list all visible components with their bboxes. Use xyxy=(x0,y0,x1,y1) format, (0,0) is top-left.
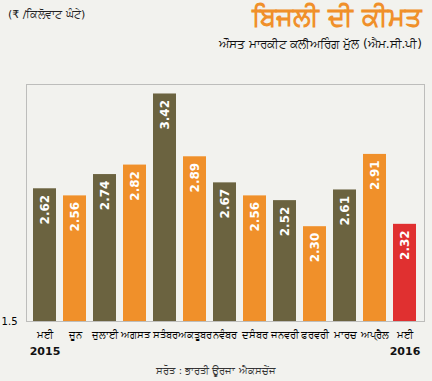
svg-text:2.82: 2.82 xyxy=(128,171,142,201)
svg-text:ਮਈ: ਮਈ xyxy=(36,329,54,340)
svg-text:ਜੂਨ: ਜੂਨ xyxy=(68,329,83,341)
svg-text:ਦਸੰਬਰ: ਦਸੰਬਰ xyxy=(241,329,269,340)
svg-text:ਜੁਲਾਈ: ਜੁਲਾਈ xyxy=(91,329,119,340)
svg-text:2015: 2015 xyxy=(30,345,61,358)
svg-text:ਮਈ: ਮਈ xyxy=(396,329,414,340)
svg-text:ਜਨਵਰੀ: ਜਨਵਰੀ xyxy=(270,329,300,340)
html-text:ਔਸਤ ਮਾਰਕੀਟ ਕਲੀਅਰਿੰਗ ਮੁੱਲ (ਐਮ.ਸ: ਔਸਤ ਮਾਰਕੀਟ ਕਲੀਅਰਿੰਗ ਮੁੱਲ (ਐਮ.ਸੀ.ਪੀ) xyxy=(218,37,422,51)
svg-text:2.61: 2.61 xyxy=(338,196,352,226)
svg-text:ਫਰਵਰੀ: ਫਰਵਰੀ xyxy=(300,329,330,340)
svg-text:2.56: 2.56 xyxy=(248,202,262,232)
svg-text:2.89: 2.89 xyxy=(188,163,202,193)
svg-text:ਮਾਰਚ: ਮਾਰਚ xyxy=(333,329,357,340)
svg-text:2.56: 2.56 xyxy=(68,202,82,232)
svg-text:2.91: 2.91 xyxy=(368,160,382,190)
svg-text:1.5: 1.5 xyxy=(2,316,18,327)
svg-text:ਨਵੰਬਰ: ਨਵੰਬਰ xyxy=(212,329,238,340)
html-text:ਸਰੋਤ : ਭਾਰਤੀ ਊਰਜਾ ਐਕਸਚੇਂਜ: ਸਰੋਤ : ਭਾਰਤੀ ਊਰਜਾ ਐਕਸਚੇਂਜ xyxy=(156,365,276,376)
html-text:(₹ /ਕਿਲੋਵਾਟ ਘੰਟੇ): (₹ /ਕਿਲੋਵਾਟ ਘੰਟੇ) xyxy=(8,8,86,21)
svg-text:2.74: 2.74 xyxy=(98,181,112,211)
svg-text:3.42: 3.42 xyxy=(158,100,172,130)
svg-text:2016: 2016 xyxy=(390,345,421,358)
svg-text:ਅਗਸਤ: ਅਗਸਤ xyxy=(120,329,151,340)
svg-text:ਸਤੰਬਰ: ਸਤੰਬਰ xyxy=(152,329,179,340)
svg-text:2.30: 2.30 xyxy=(308,233,322,263)
svg-text:ਅਪ੍ਰੈਲ: ਅਪ੍ਰੈਲ xyxy=(360,329,389,341)
html-text:ਬਿਜਲੀ ਦੀ ਕੀਮਤ: ਬਿਜਲੀ ਦੀ ਕੀਮਤ xyxy=(251,2,422,32)
svg-text:2.32: 2.32 xyxy=(398,230,412,260)
svg-text:ਅਕਤੂਬਰ: ਅਕਤੂਬਰ xyxy=(177,329,213,341)
svg-text:2.67: 2.67 xyxy=(218,189,232,219)
svg-text:2.62: 2.62 xyxy=(38,195,52,225)
svg-text:2.52: 2.52 xyxy=(278,207,292,237)
